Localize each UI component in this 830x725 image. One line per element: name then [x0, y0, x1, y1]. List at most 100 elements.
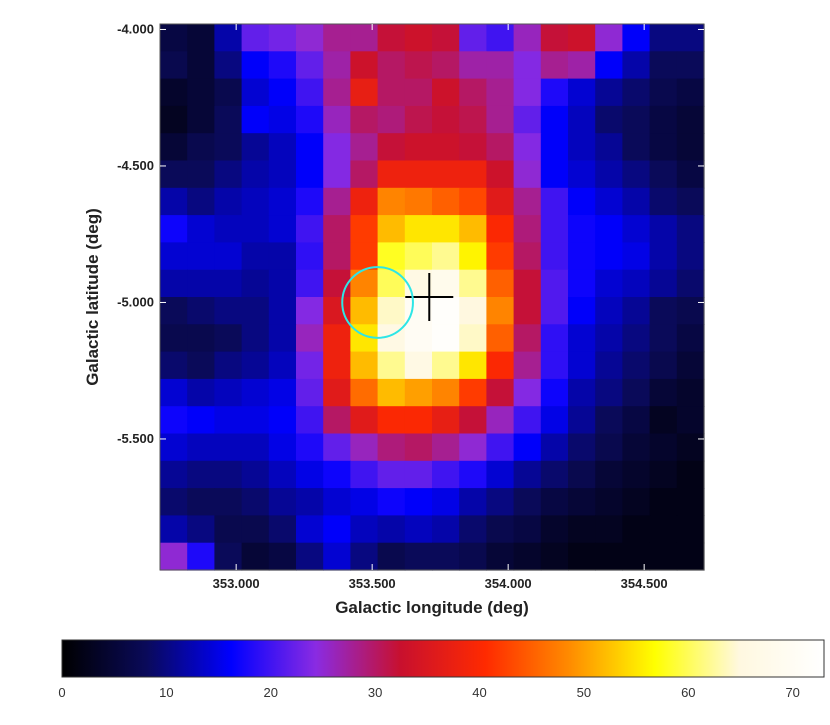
heatmap-cell [568, 269, 596, 298]
heatmap-cell [432, 460, 460, 489]
heatmap-cell [432, 515, 460, 544]
heatmap-cell [241, 324, 270, 353]
heatmap-cell [513, 488, 542, 516]
heatmap-cell [459, 215, 487, 243]
heatmap-cell [187, 160, 215, 189]
heatmap-cell [160, 406, 188, 435]
heatmap-cell [568, 51, 596, 80]
y-tick-label: -4.000 [117, 21, 154, 36]
heatmap-cell [187, 24, 215, 52]
heatmap-cell [350, 133, 379, 162]
heatmap-cell [595, 460, 623, 489]
heatmap-cell [595, 433, 623, 462]
heatmap-cell [187, 78, 215, 107]
heatmap-cell [160, 215, 188, 243]
heatmap-cell [513, 242, 542, 271]
heatmap-cell [323, 515, 351, 544]
heatmap-cell [676, 105, 705, 134]
heatmap-cell [486, 215, 515, 243]
heatmap-cell [568, 133, 596, 162]
heatmap-cell [459, 406, 487, 435]
heatmap-cell [160, 378, 188, 407]
heatmap-cell [350, 51, 379, 80]
heatmap-cell [323, 133, 351, 162]
heatmap-cell [540, 378, 569, 407]
heatmap-cell [432, 297, 460, 325]
heatmap-cell [459, 24, 487, 52]
heatmap-cell [432, 488, 460, 516]
heatmap-cell [377, 160, 406, 189]
heatmap-cell [160, 460, 188, 489]
heatmap-cell [160, 488, 188, 516]
heatmap-cell [595, 215, 623, 243]
heatmap-cell [486, 488, 515, 516]
heatmap-cell [513, 105, 542, 134]
heatmap-cell [241, 515, 270, 544]
heatmap-cell [540, 488, 569, 516]
heatmap-cell [513, 160, 542, 189]
heatmap-cell [540, 351, 569, 380]
heatmap-cell [540, 51, 569, 80]
heatmap-cell [513, 215, 542, 243]
heatmap-cell [404, 406, 433, 435]
heatmap-cell [377, 378, 406, 407]
heatmap-cell [459, 488, 487, 516]
heatmap-cell [160, 351, 188, 380]
heatmap-cell [350, 269, 379, 298]
heatmap-cell [296, 215, 324, 243]
heatmap-cell [568, 215, 596, 243]
heatmap-cell [676, 433, 705, 462]
heatmap-cell [432, 51, 460, 80]
heatmap-cell [377, 51, 406, 80]
heatmap-cell [540, 133, 569, 162]
heatmap-cell [350, 24, 379, 52]
heatmap-cell [595, 269, 623, 298]
heatmap-cell [459, 351, 487, 380]
heatmap-cell [323, 242, 351, 271]
heatmap-cell [296, 160, 324, 189]
heatmap-cell [404, 542, 433, 571]
heatmap-cell [649, 187, 678, 216]
heatmap-cell [486, 51, 515, 80]
heatmap-cell [432, 351, 460, 380]
heatmap-cell [160, 24, 188, 52]
heatmap-cell [404, 324, 433, 353]
heatmap-cell [649, 24, 678, 52]
heatmap-cell [160, 297, 188, 325]
heatmap-cell [568, 78, 596, 107]
heatmap-cell [568, 324, 596, 353]
heatmap-cell [187, 378, 215, 407]
heatmap-cell [296, 187, 324, 216]
heatmap-cell [676, 242, 705, 271]
heatmap-cell [595, 351, 623, 380]
colorbar: 0 10 20 30 40 50 60 70 [58, 639, 825, 700]
x-tick-label: 354.000 [485, 576, 532, 591]
heatmap-cell [459, 242, 487, 271]
heatmap-cell [214, 105, 243, 134]
heatmap-cell [622, 78, 651, 107]
heatmap-cell [377, 488, 406, 516]
heatmap-cell [595, 406, 623, 435]
heatmap-cell [513, 78, 542, 107]
heatmap-cell [676, 24, 705, 52]
heatmap-cell [540, 515, 569, 544]
heatmap-cell [676, 406, 705, 435]
heatmap-cell [622, 324, 651, 353]
heatmap-cell [622, 187, 651, 216]
heatmap-cell [296, 460, 324, 489]
heatmap-cell [486, 351, 515, 380]
heatmap-cell [432, 215, 460, 243]
heatmap-cell [214, 78, 243, 107]
heatmap-cell [241, 105, 270, 134]
heatmap-cell [622, 51, 651, 80]
heatmap-cell [377, 187, 406, 216]
heatmap-cell [404, 242, 433, 271]
heatmap-cell [268, 542, 297, 571]
heatmap-cell [404, 488, 433, 516]
colorbar-tick-label: 20 [264, 685, 278, 700]
heatmap-cell [568, 24, 596, 52]
heatmap-cell [649, 488, 678, 516]
heatmap-cell [350, 460, 379, 489]
heatmap-cell [568, 297, 596, 325]
heatmap-cell [377, 460, 406, 489]
